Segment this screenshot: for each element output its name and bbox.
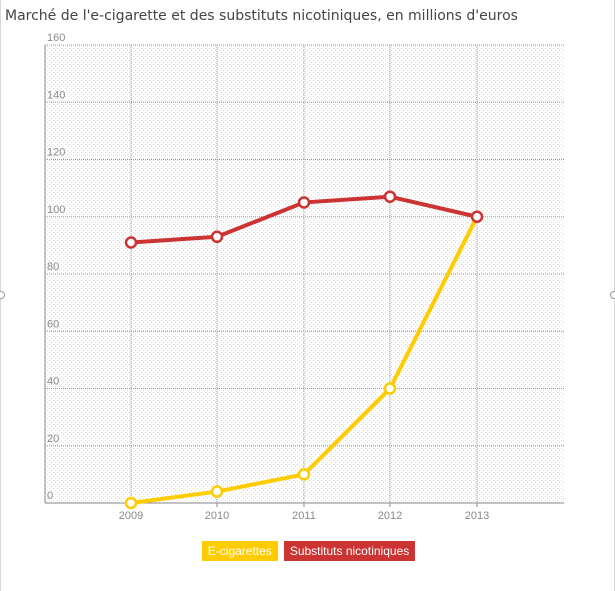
- series-point-1: [297, 196, 311, 209]
- series-point-0: [124, 496, 138, 510]
- series-point-0: [210, 485, 224, 498]
- y-tick-label: 0: [47, 490, 53, 502]
- x-tick-label: 2011: [292, 510, 316, 522]
- y-tick-label: 80: [47, 261, 59, 273]
- resize-handle-right[interactable]: [610, 291, 615, 299]
- series-point-1: [210, 230, 224, 244]
- x-tick-label: 2012: [378, 510, 402, 522]
- y-tick-label: 120: [47, 147, 65, 159]
- resize-handle-left[interactable]: [0, 291, 5, 299]
- y-tick-label: 60: [47, 318, 59, 330]
- y-tick-label: 140: [47, 89, 65, 101]
- series-point-1: [470, 210, 484, 223]
- x-tick-label: 2010: [205, 510, 229, 522]
- y-tick-label: 160: [47, 32, 65, 44]
- series-point-1: [124, 236, 138, 249]
- series-point-0: [383, 382, 397, 395]
- chart-title: Marché de l'e-cigarette et des substitut…: [5, 8, 518, 24]
- legend-item-0[interactable]: E-cigarettes: [201, 541, 278, 561]
- x-tick-label: 2013: [465, 510, 489, 522]
- y-tick-label: 40: [47, 376, 59, 388]
- x-tick-label: 2009: [119, 510, 143, 522]
- series-point-0: [297, 468, 311, 481]
- series-point-1: [383, 190, 397, 203]
- y-tick-label: 100: [47, 204, 65, 216]
- legend-item-1[interactable]: Substituts nicotiniques: [283, 541, 416, 561]
- y-tick-label: 20: [47, 433, 59, 445]
- chart-legend: E-cigarettes Substituts nicotiniques: [1, 541, 615, 561]
